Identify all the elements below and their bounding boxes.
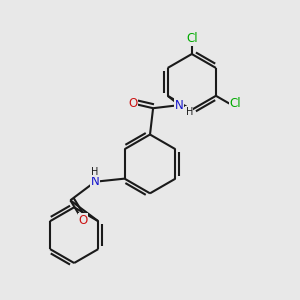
Text: O: O [78, 214, 87, 227]
Text: H: H [92, 167, 99, 177]
Text: Cl: Cl [186, 32, 198, 45]
Text: H: H [186, 107, 193, 117]
Text: O: O [128, 97, 138, 110]
Text: N: N [175, 99, 184, 112]
Text: Cl: Cl [229, 97, 241, 110]
Text: N: N [91, 175, 100, 188]
